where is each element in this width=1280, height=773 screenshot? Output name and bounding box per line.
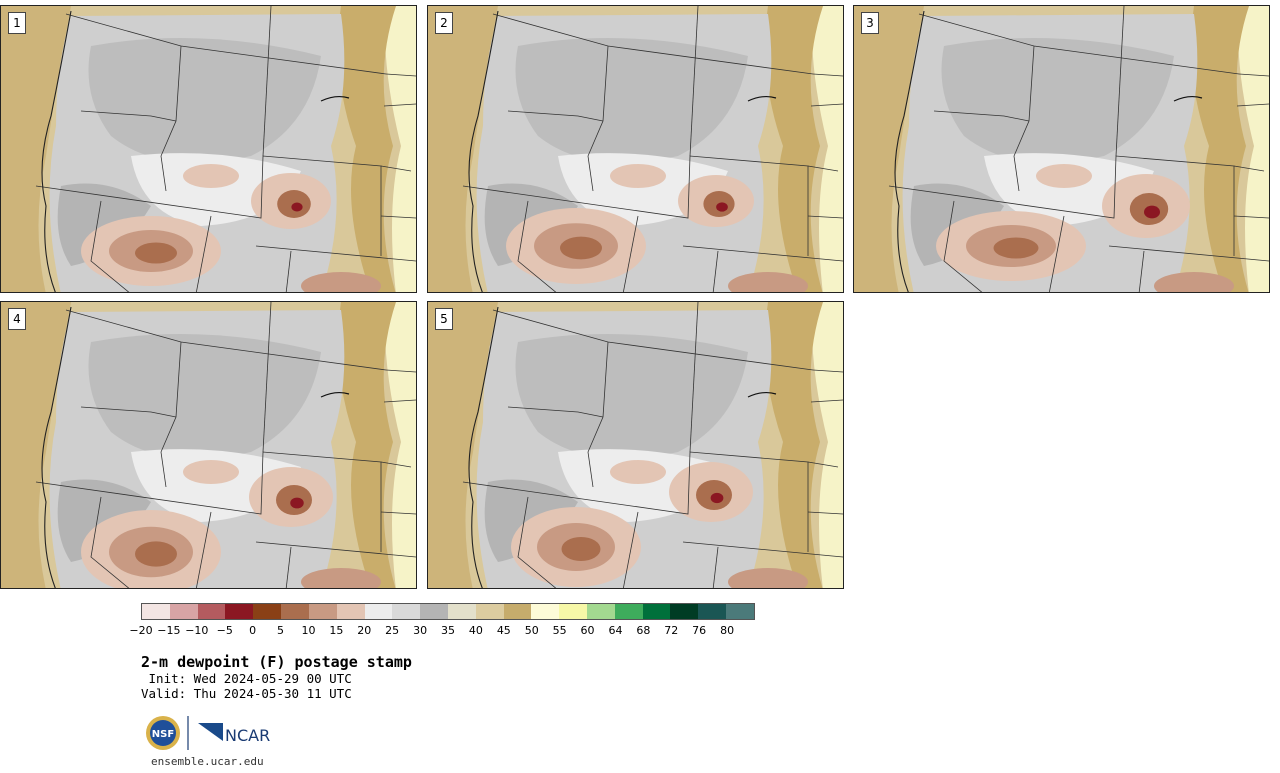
colorbar-tick-label: 68 [636, 624, 651, 637]
dewpoint-map [428, 6, 843, 292]
colorbar-tick-label: −10 [185, 624, 209, 637]
colorbar-segment [225, 604, 254, 619]
colorbar-tick-label: 50 [524, 624, 539, 637]
colorbar-tick-label: −20 [129, 624, 153, 637]
colorbar-tick-label: 76 [692, 624, 707, 637]
colorbar-tick-label: 55 [552, 624, 567, 637]
colorbar-segment [559, 604, 587, 619]
colorbar-tick-label: 30 [413, 624, 428, 637]
colorbar-segment [587, 604, 615, 619]
stamp-panel-3: 3 [853, 5, 1270, 293]
dewpoint-map [1, 302, 416, 588]
colorbar-segment [336, 604, 365, 619]
stamp-panel-4: 4 [0, 301, 417, 589]
colorbar-tick-label: 72 [664, 624, 679, 637]
stamp-panel-5: 5 [427, 301, 844, 589]
colorbar-tick-label: 20 [357, 624, 372, 637]
colorbar-segment [642, 604, 671, 619]
nsf-logo-text: NSF [152, 729, 174, 740]
colorbar-segment [503, 604, 532, 619]
colorbar-tick-label: −5 [216, 624, 233, 637]
colorbar-tick-label: 5 [277, 624, 285, 637]
logos: NSF NCAR [146, 716, 270, 750]
colorbar-segment [531, 604, 560, 619]
dewpoint-colorbar [141, 603, 755, 620]
colorbar-tick-label: 80 [720, 624, 735, 637]
colorbar-segment [169, 604, 198, 619]
colorbar-tick-label: 15 [329, 624, 344, 637]
stamp-number: 3 [861, 12, 879, 34]
colorbar-segment [726, 604, 754, 619]
nsf-logo-icon: NSF [146, 716, 180, 750]
colorbar-tick-label: 40 [468, 624, 483, 637]
colorbar-segment [308, 604, 337, 619]
colorbar-ticks: −20 −15 −10 −5 0 5 10 15 20 25 30 35 40 45 50 55 60 64 68 7… [129, 624, 755, 638]
stamp-number: 4 [8, 308, 26, 330]
colorbar-segment [670, 604, 699, 619]
ncar-logo-text: NCAR [225, 726, 270, 745]
colorbar-segment [142, 604, 170, 619]
colorbar-segment [614, 604, 643, 619]
stamp-panel-2: 2 [427, 5, 844, 293]
colorbar-tick-label: 0 [249, 624, 257, 637]
stamp-panel-1: 1 [0, 5, 417, 293]
colorbar-tick-label: 64 [608, 624, 623, 637]
colorbar-tick-label: 10 [301, 624, 316, 637]
stamp-number: 2 [435, 12, 453, 34]
colorbar-tick-label: 25 [385, 624, 400, 637]
ncar-logo-icon: NCAR [198, 723, 270, 745]
stamp-number: 5 [435, 308, 453, 330]
dewpoint-map [1, 6, 416, 292]
valid-time: Valid: Thu 2024-05-30 11 UTC [141, 686, 352, 701]
colorbar-segment [392, 604, 421, 619]
chart-title: 2-m dewpoint (F) postage stamp [141, 653, 412, 671]
stamp-number: 1 [8, 12, 26, 34]
colorbar-segment [364, 604, 393, 619]
colorbar-segment [253, 604, 282, 619]
colorbar-segment [420, 604, 448, 619]
dewpoint-map [428, 302, 843, 588]
colorbar-tick-label: 60 [580, 624, 595, 637]
colorbar-segment [698, 604, 727, 619]
colorbar-segment [197, 604, 226, 619]
init-time: Init: Wed 2024-05-29 00 UTC [141, 671, 352, 686]
colorbar-tick-label: 35 [441, 624, 455, 637]
colorbar-segment [475, 604, 504, 619]
colorbar-segment [447, 604, 476, 619]
colorbar-tick-label: −15 [157, 624, 181, 637]
site-url: ensemble.ucar.edu [151, 755, 264, 768]
dewpoint-map [854, 6, 1269, 292]
colorbar-segment [281, 604, 309, 619]
colorbar-tick-label: 45 [496, 624, 511, 637]
